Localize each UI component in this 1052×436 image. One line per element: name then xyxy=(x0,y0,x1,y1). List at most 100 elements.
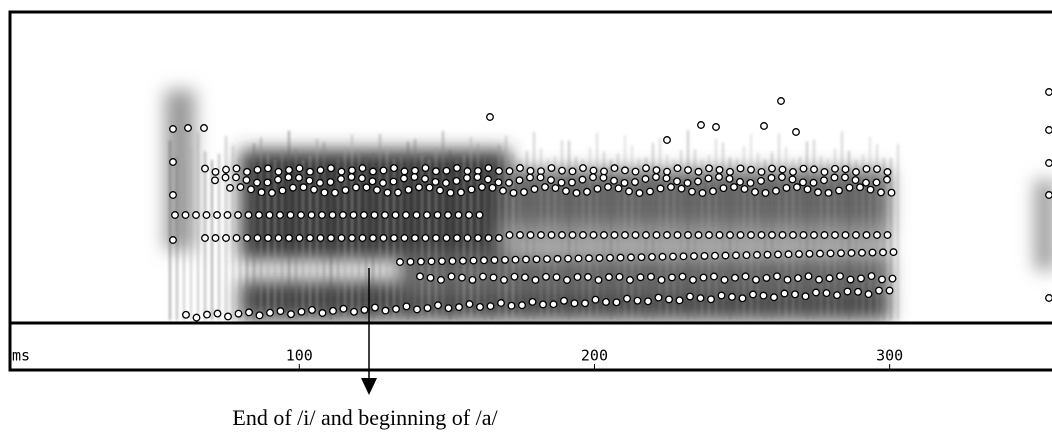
formant-dot xyxy=(476,302,484,311)
formant-dot xyxy=(658,252,667,261)
formant-dot xyxy=(768,164,776,173)
formant-dot xyxy=(852,231,860,239)
formant-dot xyxy=(625,187,633,196)
formant-dot xyxy=(862,178,870,187)
formant-dot xyxy=(307,211,316,219)
formant-dot xyxy=(526,231,535,239)
formant-dot xyxy=(331,188,339,197)
formant-dot xyxy=(572,189,581,197)
formant-dot xyxy=(478,183,486,192)
formant-dot xyxy=(547,164,556,172)
formant-dot xyxy=(854,287,862,296)
formant-dot xyxy=(889,248,898,257)
formant-dot xyxy=(573,272,582,281)
formant-dot xyxy=(594,276,603,284)
formant-dot xyxy=(360,305,369,314)
formant-dot xyxy=(425,183,434,192)
formant-dot xyxy=(436,186,444,195)
formant-dot xyxy=(501,255,509,264)
formant-dot xyxy=(669,252,677,261)
formant-dot xyxy=(348,166,356,175)
formant-dot xyxy=(736,231,745,239)
formant-dot xyxy=(614,184,623,193)
formant-dot xyxy=(474,234,482,242)
formant-dot xyxy=(432,167,440,176)
formant-dot xyxy=(583,187,591,196)
formant-dot xyxy=(564,254,572,263)
formant-dot xyxy=(341,186,350,195)
formant-dot xyxy=(200,124,208,132)
formant-dot xyxy=(509,188,518,197)
formant-dot xyxy=(536,173,545,182)
formant-dot xyxy=(521,273,529,282)
formant-dot xyxy=(518,301,526,310)
formant-dot xyxy=(644,297,652,306)
formant-dot xyxy=(794,274,802,283)
formant-dot xyxy=(815,275,823,284)
formant-dot xyxy=(820,176,828,185)
formant-dot xyxy=(244,211,253,219)
formant-dot xyxy=(446,188,455,197)
formant-dot xyxy=(308,305,316,314)
formant-dot xyxy=(772,186,780,195)
formant-dot xyxy=(757,176,765,185)
formant-dot xyxy=(642,164,650,173)
formant-dot xyxy=(452,176,461,185)
formant-dot xyxy=(181,211,190,219)
formant-dot xyxy=(417,257,425,266)
x-tick-label: 200 xyxy=(581,347,608,365)
formant-dot xyxy=(285,165,293,174)
formant-dot xyxy=(253,178,261,187)
formant-dot xyxy=(306,234,314,242)
formant-dot xyxy=(809,178,818,187)
formant-dot xyxy=(789,167,797,176)
formant-dot xyxy=(468,275,477,284)
formant-dot xyxy=(495,167,503,175)
formant-dot xyxy=(455,303,463,312)
formant-dot xyxy=(274,234,283,242)
formant-dot xyxy=(600,231,608,239)
formant-dot xyxy=(444,304,453,313)
formant-dot xyxy=(1045,191,1052,199)
formant-dot xyxy=(631,178,639,186)
formant-dot xyxy=(458,273,466,282)
formant-dot xyxy=(843,287,852,296)
formant-dot xyxy=(782,183,791,192)
formant-dot xyxy=(825,274,834,283)
formant-dot xyxy=(623,294,631,303)
formant-dot xyxy=(606,253,614,262)
formant-dot xyxy=(783,275,792,284)
formant-dot xyxy=(820,231,829,239)
formant-dot xyxy=(232,234,241,242)
formant-dot xyxy=(264,164,272,173)
formant-dot xyxy=(318,211,326,219)
formant-dot xyxy=(662,174,671,183)
formant-dot xyxy=(657,276,666,284)
formant-dot xyxy=(751,188,759,196)
formant-dot xyxy=(673,177,681,186)
formant-dot xyxy=(400,174,408,183)
formant-dot xyxy=(423,304,432,312)
spectrogram xyxy=(165,88,1052,322)
formant-dot xyxy=(316,166,325,175)
formant-dot xyxy=(791,290,799,299)
formant-dot xyxy=(316,234,325,242)
formant-dot xyxy=(749,290,757,299)
formant-dot xyxy=(243,167,251,176)
formant-dot xyxy=(1045,88,1052,96)
formant-dot xyxy=(558,231,566,239)
formant-dot xyxy=(490,256,499,265)
formant-dot xyxy=(264,234,272,242)
formant-dot xyxy=(602,297,610,306)
formant-dot xyxy=(558,166,566,175)
formant-dot xyxy=(221,173,230,182)
formant-dot xyxy=(709,187,717,196)
formant-dot xyxy=(621,166,629,175)
formant-dot xyxy=(253,165,262,174)
formant-dot xyxy=(285,234,293,242)
formant-dot xyxy=(400,167,409,176)
formant-dot xyxy=(442,166,451,175)
formant-dot xyxy=(610,176,618,185)
formant-dot xyxy=(599,173,608,182)
formant-dot xyxy=(247,185,255,194)
